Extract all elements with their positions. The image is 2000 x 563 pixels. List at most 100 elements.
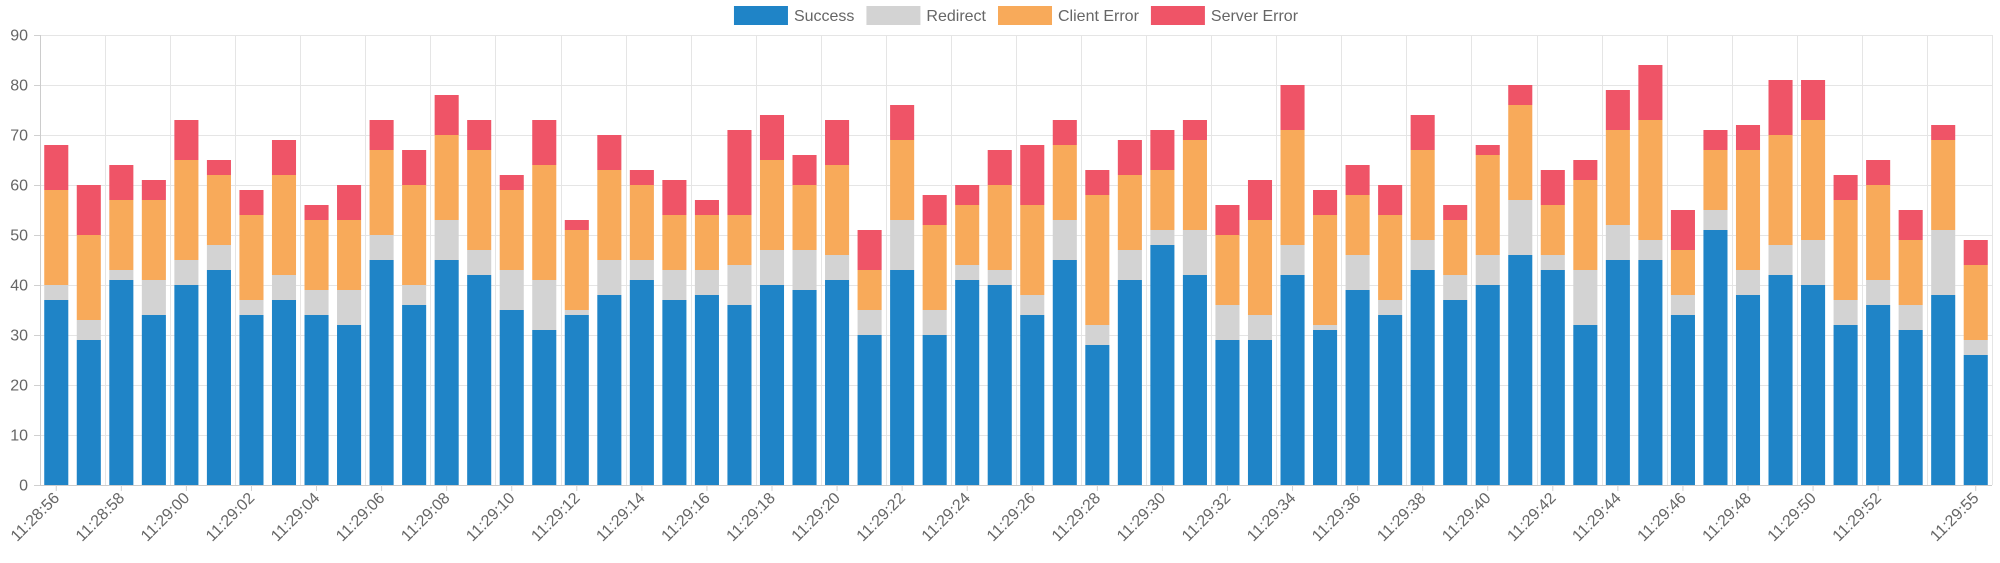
bar-segment-success[interactable] <box>1963 355 1988 485</box>
bar-segment-success[interactable] <box>1866 305 1891 485</box>
bar-segment-server-error[interactable] <box>1768 80 1793 135</box>
bar-segment-success[interactable] <box>532 330 557 485</box>
bar-segment-success[interactable] <box>1703 230 1728 485</box>
bar-segment-client-error[interactable] <box>44 190 69 285</box>
bar-segment-redirect[interactable] <box>1280 245 1305 275</box>
bar-segment-client-error[interactable] <box>1833 200 1858 300</box>
bar-segment-server-error[interactable] <box>922 195 947 225</box>
bar-segment-server-error[interactable] <box>1833 175 1858 200</box>
bar-segment-server-error[interactable] <box>1866 160 1891 185</box>
bar-segment-redirect[interactable] <box>694 270 719 295</box>
bar-segment-client-error[interactable] <box>857 270 882 310</box>
bar-segment-client-error[interactable] <box>1280 130 1305 245</box>
bar-segment-client-error[interactable] <box>434 135 459 220</box>
bar-segment-server-error[interactable] <box>1670 210 1695 250</box>
bar-segment-client-error[interactable] <box>109 200 134 270</box>
bar-segment-client-error[interactable] <box>271 175 297 275</box>
bar-segment-client-error[interactable] <box>1150 170 1175 230</box>
bar-segment-redirect[interactable] <box>1443 275 1468 300</box>
bar-segment-client-error[interactable] <box>727 215 752 265</box>
bar-segment-success[interactable] <box>1085 345 1110 485</box>
bar-segment-redirect[interactable] <box>1703 210 1728 230</box>
bar-segment-redirect[interactable] <box>1117 250 1142 280</box>
bar-segment-client-error[interactable] <box>369 150 394 235</box>
bar-segment-client-error[interactable] <box>1540 205 1565 255</box>
bar-segment-client-error[interactable] <box>402 185 427 285</box>
bar-segment-client-error[interactable] <box>792 185 817 250</box>
bar-segment-server-error[interactable] <box>532 120 557 165</box>
bar-segment-redirect[interactable] <box>369 235 394 260</box>
bar-segment-client-error[interactable] <box>1443 220 1468 275</box>
bar-segment-server-error[interactable] <box>1117 140 1142 175</box>
bar-segment-redirect[interactable] <box>1833 300 1858 325</box>
bar-segment-client-error[interactable] <box>1670 250 1695 295</box>
bar-segment-redirect[interactable] <box>1313 325 1338 330</box>
bar-segment-success[interactable] <box>467 275 492 485</box>
bar-segment-client-error[interactable] <box>694 215 719 270</box>
bar-segment-success[interactable] <box>239 315 264 485</box>
bar-segment-server-error[interactable] <box>109 165 134 200</box>
bar-segment-server-error[interactable] <box>1247 180 1273 220</box>
bar-segment-redirect[interactable] <box>1410 240 1435 270</box>
bar-segment-success[interactable] <box>271 300 297 485</box>
bar-segment-client-error[interactable] <box>1020 205 1045 295</box>
bar-segment-success[interactable] <box>1898 330 1923 485</box>
bar-segment-server-error[interactable] <box>499 175 524 190</box>
bar-segment-redirect[interactable] <box>727 265 752 305</box>
bar-segment-redirect[interactable] <box>1182 230 1207 275</box>
bar-segment-server-error[interactable] <box>694 200 719 215</box>
bar-segment-success[interactable] <box>174 285 199 485</box>
bar-segment-server-error[interactable] <box>1085 170 1110 195</box>
bar-segment-server-error[interactable] <box>1215 205 1240 235</box>
bar-segment-success[interactable] <box>1605 260 1630 485</box>
bar-segment-client-error[interactable] <box>1313 215 1338 325</box>
bar-segment-redirect[interactable] <box>1508 200 1533 255</box>
bar-segment-redirect[interactable] <box>1378 300 1403 315</box>
bar-segment-success[interactable] <box>1475 285 1500 485</box>
bar-segment-success[interactable] <box>1280 275 1305 485</box>
bar-segment-redirect[interactable] <box>564 310 589 315</box>
bar-segment-server-error[interactable] <box>1443 205 1468 220</box>
bar-segment-success[interactable] <box>727 305 752 485</box>
bar-segment-client-error[interactable] <box>890 140 915 220</box>
bar-segment-server-error[interactable] <box>792 155 817 185</box>
bar-segment-success[interactable] <box>1378 315 1403 485</box>
bar-segment-server-error[interactable] <box>239 190 264 215</box>
bar-segment-success[interactable] <box>694 295 719 485</box>
bar-segment-server-error[interactable] <box>337 185 362 220</box>
bar-segment-client-error[interactable] <box>1898 240 1923 305</box>
bar-segment-redirect[interactable] <box>174 260 199 285</box>
bar-segment-redirect[interactable] <box>1898 305 1923 330</box>
bar-segment-server-error[interactable] <box>759 115 785 160</box>
bar-segment-success[interactable] <box>1020 315 1045 485</box>
bar-segment-redirect[interactable] <box>141 280 166 315</box>
bar-segment-redirect[interactable] <box>1638 240 1663 260</box>
bar-segment-server-error[interactable] <box>1605 90 1630 130</box>
bar-segment-client-error[interactable] <box>499 190 524 270</box>
bar-segment-server-error[interactable] <box>1020 145 1045 205</box>
bar-segment-success[interactable] <box>206 270 231 485</box>
bar-segment-redirect[interactable] <box>597 260 622 295</box>
bar-segment-client-error[interactable] <box>1931 140 1956 230</box>
bar-segment-client-error[interactable] <box>662 215 687 270</box>
bar-segment-client-error[interactable] <box>629 185 654 260</box>
bar-segment-success[interactable] <box>1833 325 1858 485</box>
bar-segment-client-error[interactable] <box>1638 120 1663 240</box>
bar-segment-success[interactable] <box>857 335 882 485</box>
bar-segment-redirect[interactable] <box>271 275 297 300</box>
bar-segment-redirect[interactable] <box>1215 305 1240 340</box>
bar-segment-client-error[interactable] <box>532 165 557 280</box>
bar-segment-redirect[interactable] <box>304 290 329 315</box>
bar-segment-success[interactable] <box>1573 325 1598 485</box>
bar-segment-success[interactable] <box>402 305 427 485</box>
bar-segment-server-error[interactable] <box>1898 210 1923 240</box>
bar-segment-server-error[interactable] <box>1345 165 1370 195</box>
bar-segment-client-error[interactable] <box>337 220 362 290</box>
bar-segment-redirect[interactable] <box>922 310 947 335</box>
bar-segment-success[interactable] <box>434 260 459 485</box>
bar-segment-redirect[interactable] <box>1345 255 1370 290</box>
bar-segment-redirect[interactable] <box>759 250 785 285</box>
bar-segment-client-error[interactable] <box>1052 145 1077 220</box>
bar-segment-server-error[interactable] <box>564 220 589 230</box>
bar-segment-success[interactable] <box>629 280 654 485</box>
